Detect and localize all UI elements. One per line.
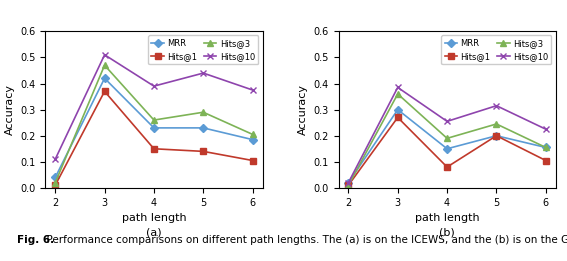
Hits@1: [394, 116, 401, 119]
Hits@3: [150, 118, 157, 122]
Y-axis label: Accuracy: Accuracy: [5, 84, 15, 135]
Hits@3: [200, 111, 207, 114]
MRR: [249, 138, 256, 141]
MRR: [101, 77, 108, 80]
Hits@1: [345, 184, 352, 187]
MRR: [543, 146, 549, 149]
Legend: MRR, Hits@1, Hits@3, Hits@10: MRR, Hits@1, Hits@3, Hits@10: [441, 35, 552, 64]
Hits@3: [394, 92, 401, 96]
MRR: [394, 108, 401, 111]
Hits@10: [200, 72, 207, 75]
Hits@3: [52, 181, 58, 184]
Hits@10: [394, 86, 401, 89]
Hits@10: [249, 88, 256, 92]
Y-axis label: Accuracy: Accuracy: [298, 84, 308, 135]
MRR: [493, 134, 500, 137]
Line: Hits@1: Hits@1: [53, 88, 255, 188]
Text: Fig. 6.: Fig. 6.: [17, 235, 54, 245]
Hits@10: [493, 104, 500, 107]
Hits@3: [101, 64, 108, 67]
Hits@3: [249, 133, 256, 136]
Hits@10: [345, 181, 352, 184]
Hits@10: [150, 85, 157, 88]
MRR: [444, 147, 451, 150]
Hits@1: [101, 90, 108, 93]
Title: (a): (a): [146, 227, 162, 237]
Hits@3: [493, 122, 500, 126]
Hits@10: [543, 128, 549, 131]
Line: MRR: MRR: [346, 107, 548, 186]
MRR: [52, 176, 58, 179]
Legend: MRR, Hits@1, Hits@3, Hits@10: MRR, Hits@1, Hits@3, Hits@10: [148, 35, 259, 64]
X-axis label: path length: path length: [122, 213, 186, 223]
Line: MRR: MRR: [53, 75, 255, 180]
MRR: [200, 126, 207, 129]
Line: Hits@1: Hits@1: [346, 115, 548, 188]
Hits@1: [444, 165, 451, 169]
Hits@10: [52, 158, 58, 161]
Text: Performance comparisons on different path lengths. The (a) is on the ICEWS, and : Performance comparisons on different pat…: [40, 235, 567, 245]
Hits@3: [345, 184, 352, 187]
Line: Hits@10: Hits@10: [346, 85, 548, 186]
Hits@1: [249, 159, 256, 162]
Hits@3: [444, 137, 451, 140]
Hits@1: [200, 150, 207, 153]
Title: (b): (b): [439, 227, 455, 237]
Hits@10: [444, 120, 451, 123]
Line: Hits@3: Hits@3: [346, 91, 548, 188]
Hits@3: [543, 146, 549, 149]
Hits@10: [101, 53, 108, 56]
Hits@1: [150, 147, 157, 150]
Line: Hits@10: Hits@10: [53, 52, 255, 162]
X-axis label: path length: path length: [415, 213, 479, 223]
Hits@1: [543, 159, 549, 162]
MRR: [150, 126, 157, 129]
Hits@1: [493, 134, 500, 137]
Line: Hits@3: Hits@3: [53, 62, 255, 186]
MRR: [345, 181, 352, 184]
Hits@1: [52, 184, 58, 187]
